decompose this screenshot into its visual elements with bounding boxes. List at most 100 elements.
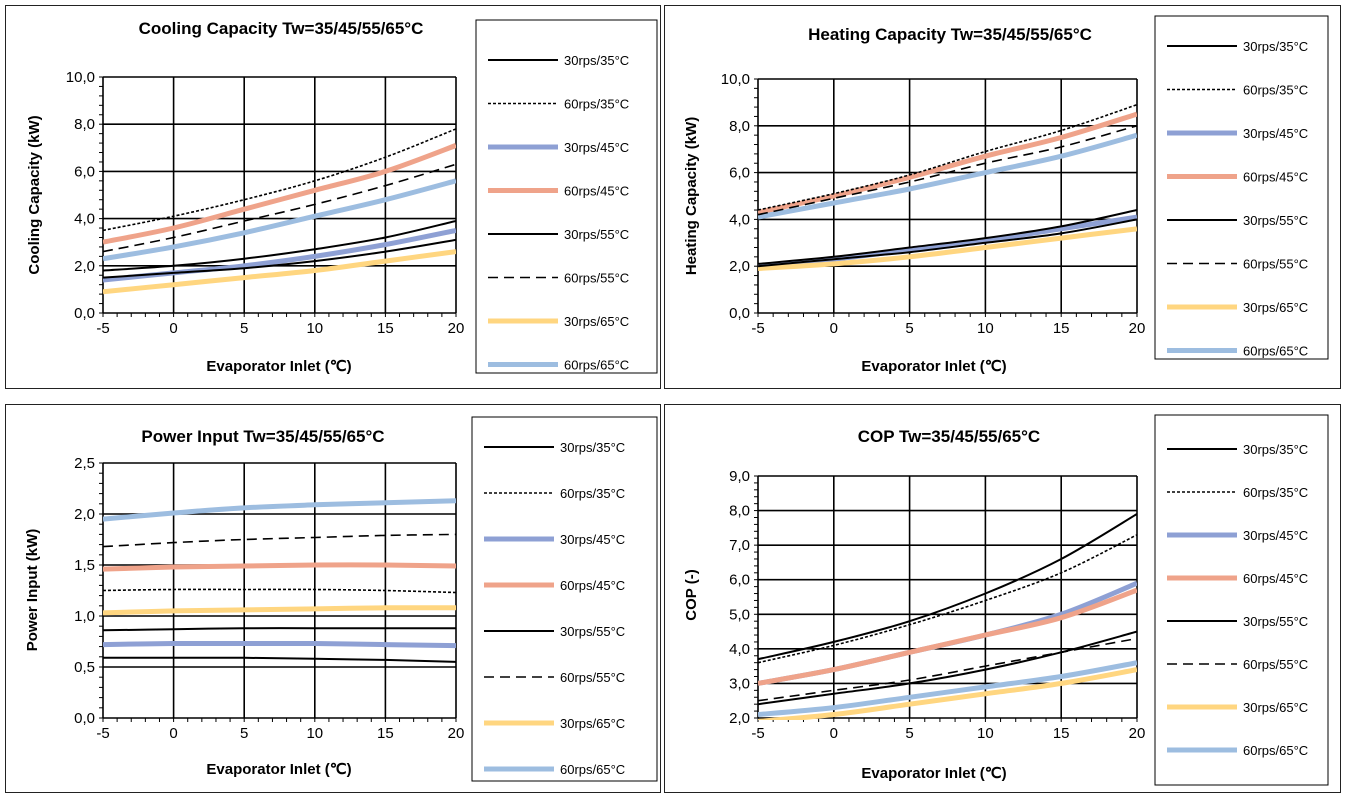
legend-box: [471, 416, 658, 782]
legend-label: 30rps/45°C: [1243, 126, 1308, 141]
series-line-60rps-55-c: [103, 533, 456, 548]
y-axis-label: COP (-): [683, 569, 700, 620]
y-tick-label: 6,0: [729, 572, 750, 589]
x-tick-label: 5: [905, 725, 913, 742]
series-line-60rps-35-c: [758, 103, 1137, 211]
y-tick-label: 5,0: [729, 606, 750, 623]
legend-label: 60rps/65°C: [1243, 743, 1308, 758]
legend-label: 30rps/35°C: [1243, 39, 1308, 54]
legend-label: 60rps/35°C: [564, 97, 629, 112]
y-axis-label: Cooling Capacity (kW): [26, 115, 43, 274]
series-line-60rps-55-c: [758, 637, 1137, 702]
legend-label: 30rps/65°C: [1243, 300, 1308, 315]
series-line-30rps-35-c: [103, 220, 456, 272]
series-line-30rps-35-c: [758, 209, 1137, 265]
chart-title: Power Input Tw=35/45/55/65°C: [141, 427, 384, 446]
y-tick-label: 2,0: [74, 258, 95, 275]
x-tick-label: 15: [377, 320, 394, 337]
y-tick-label: 4,0: [74, 211, 95, 228]
y-tick-label: 3,0: [729, 675, 750, 692]
x-axis-label: Evaporator Inlet (℃): [861, 765, 1006, 782]
y-tick-label: 6,0: [74, 163, 95, 180]
y-tick-label: 0,0: [74, 710, 95, 727]
x-tick-label: 20: [1129, 725, 1146, 742]
chart-title: Cooling Capacity Tw=35/45/55/65°C: [139, 19, 424, 38]
y-tick-label: 8,0: [729, 503, 750, 520]
x-axis-label: Evaporator Inlet (℃): [861, 358, 1006, 375]
legend-label: 60rps/45°C: [1243, 170, 1308, 185]
legend-label: 60rps/65°C: [564, 358, 629, 373]
x-tick-label: -5: [751, 725, 764, 742]
x-tick-label: 15: [1053, 320, 1070, 337]
heating-capacity-chart-panel: Heating Capacity Tw=35/45/55/65°C -5 0 5 10 1…: [664, 5, 1341, 389]
x-tick-label: 0: [830, 725, 838, 742]
y-tick-label: 2,0: [729, 710, 750, 727]
series-line-60rps-65-c: [758, 132, 1137, 220]
x-axis-label: Evaporator Inlet (℃): [206, 358, 351, 375]
y-tick-label: 2,0: [729, 258, 750, 275]
series-line-30rps-55-c: [103, 627, 456, 632]
series-line-60rps-45-c: [758, 587, 1137, 686]
y-tick-label: 10,0: [721, 71, 750, 88]
series-line-60rps-35-c: [103, 588, 456, 594]
legend-box: [1154, 414, 1329, 786]
series-line-30rps-55-c: [758, 218, 1137, 268]
series-line-60rps-65-c: [103, 178, 456, 262]
y-tick-label: 2,5: [74, 455, 95, 472]
legend-label: 30rps/45°C: [560, 532, 625, 547]
x-axis-label: Evaporator Inlet (℃): [206, 761, 351, 778]
legend-box: [475, 19, 658, 374]
power-input-chart: Power Input Tw=35/45/55/65°C -5 0 5 10 15 20 0,…: [24, 416, 658, 782]
x-tick-label: 0: [169, 725, 177, 742]
legend-label: 60rps/55°C: [560, 670, 625, 685]
y-tick-label: 6,0: [729, 165, 750, 182]
series-line-30rps-35-c: [103, 656, 456, 663]
x-tick-label: 5: [240, 320, 248, 337]
y-tick-label: 0,0: [729, 305, 750, 322]
legend-box: [1154, 15, 1329, 360]
legend-label: 60rps/55°C: [564, 271, 629, 286]
y-tick-label: 7,0: [729, 537, 750, 554]
legend-label: 30rps/45°C: [564, 140, 629, 155]
y-tick-label: 8,0: [74, 116, 95, 133]
x-tick-label: 0: [169, 320, 177, 337]
x-tick-label: 10: [977, 725, 994, 742]
x-tick-label: 15: [377, 725, 394, 742]
legend-label: 60rps/35°C: [560, 486, 625, 501]
y-tick-label: 10,0: [66, 69, 95, 86]
legend-label: 60rps/55°C: [1243, 657, 1308, 672]
legend-label: 30rps/55°C: [1243, 213, 1308, 228]
series-line-30rps-45-c: [758, 580, 1137, 686]
power-input-chart-panel: Power Input Tw=35/45/55/65°C -5 0 5 10 15 20 0,…: [5, 404, 661, 793]
series-line-60rps-45-c: [758, 111, 1137, 215]
legend-label: 30rps/55°C: [560, 624, 625, 639]
x-tick-label: 10: [977, 320, 994, 337]
legend-label: 30rps/35°C: [564, 53, 629, 68]
x-tick-label: -5: [96, 320, 109, 337]
legend-label: 30rps/55°C: [564, 227, 629, 242]
legend-label: 30rps/55°C: [1243, 614, 1308, 629]
x-tick-label: 20: [448, 725, 465, 742]
legend-label: 60rps/35°C: [1243, 485, 1308, 500]
y-tick-label: 0,5: [74, 659, 95, 676]
y-tick-label: 2,0: [74, 506, 95, 523]
series-line-60rps-35-c: [103, 128, 456, 232]
legend-label: 60rps/65°C: [560, 762, 625, 777]
cooling-capacity-chart: Cooling Capacity Tw=35/45/55/65°C -5 0 5 10 1…: [26, 19, 658, 375]
series-line-30rps-35-c: [758, 513, 1137, 661]
y-axis-label: Power Input (kW): [24, 529, 41, 652]
series-line-30rps-65-c: [758, 226, 1137, 271]
y-tick-label: 1,0: [74, 608, 95, 625]
cooling-capacity-chart-panel: Cooling Capacity Tw=35/45/55/65°C -5 0 5 10 1…: [5, 5, 661, 389]
series-line-30rps-45-c: [103, 640, 456, 649]
legend-label: 60rps/65°C: [1243, 344, 1308, 359]
y-tick-label: 4,0: [729, 641, 750, 658]
series-line-30rps-65-c: [758, 667, 1137, 720]
legend-label: 30rps/35°C: [1243, 442, 1308, 457]
legend-label: 30rps/35°C: [560, 440, 625, 455]
heating-capacity-chart: Heating Capacity Tw=35/45/55/65°C -5 0 5 10 1…: [683, 15, 1329, 375]
y-tick-label: 1,5: [74, 557, 95, 574]
x-tick-label: 5: [240, 725, 248, 742]
series-line-30rps-65-c: [103, 249, 456, 295]
